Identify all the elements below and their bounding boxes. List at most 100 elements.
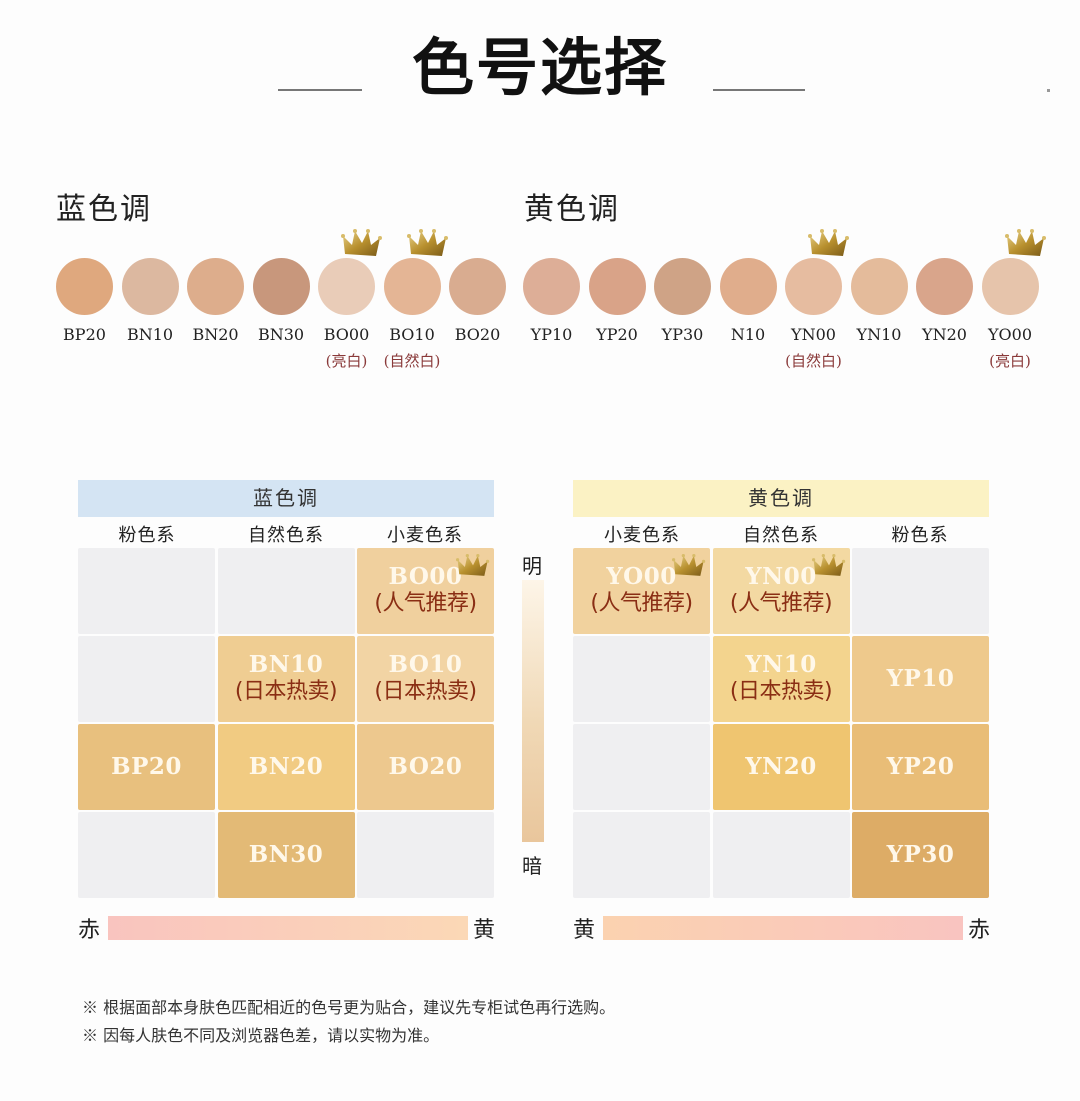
blue-undertone-axis: 赤 黄 [78,910,508,944]
shade-swatch[interactable]: BP20 [53,258,116,371]
shade-swatch[interactable]: YN10 [848,258,911,371]
shade-note: (亮白) [989,352,1031,370]
shade-color-circle [121,258,179,315]
crown-icon [456,552,490,582]
shade-cell[interactable]: BO00 (人气推荐) [357,548,494,634]
shade-code: BP20 [111,753,182,780]
crown-icon [341,228,383,262]
axis-label-left: 黄 [573,918,596,943]
shade-code: BN20 [248,753,324,780]
shade-note: (自然白) [383,352,441,370]
shade-swatch[interactable]: BN10 [119,258,182,371]
shade-code: BO10 [389,325,435,344]
shade-cell[interactable]: BN30 [217,812,355,898]
shade-color-circle [56,258,113,315]
crown-icon [406,228,449,262]
shade-swatch[interactable]: BO20 [446,258,509,371]
shade-code: YP10 [530,325,573,344]
shade-color-circle [588,258,646,315]
shade-swatch[interactable]: YO00 (亮白) [979,229,1046,371]
shade-cell[interactable]: YN20 [712,724,850,810]
empty-cell [573,812,710,898]
shade-code: YN20 [745,753,817,780]
shade-code: BO00 [388,563,463,590]
shade-swatch[interactable]: BO00 (亮白) [315,229,382,371]
empty-cell [357,812,494,898]
footnotes: ※ 根据面部本身肤色匹配相近的色号更为贴合，建议先专柜试色再行选购。 ※ 因每人… [82,994,615,1050]
shade-tag: (人气推荐) [374,591,477,616]
shade-swatch[interactable]: YP20 [586,258,649,371]
shade-code: YP20 [886,753,955,780]
shade-code: YP10 [886,665,955,692]
shade-tag: (日本热卖) [374,679,477,704]
shade-cell[interactable]: YN10 (日本热卖) [712,636,850,722]
shade-code: BO10 [388,651,463,678]
shade-cell[interactable]: YO00 (人气推荐) [573,548,710,634]
shade-note: (亮白) [325,352,368,370]
shade-color-circle [449,258,506,315]
shade-cell[interactable]: BP20 [78,724,215,810]
empty-cell [573,636,710,722]
brightness-label-light: 明 [522,554,542,578]
shade-code: BN20 [192,325,239,344]
yellow-tone-heading: 黄色调 [524,192,620,227]
shade-cell[interactable]: YP10 [852,636,989,722]
shade-color-circle [850,258,908,315]
empty-cell [573,724,710,810]
shade-cell[interactable]: BN10 (日本热卖) [217,636,355,722]
empty-cell [78,548,215,634]
axis-label-left: 赤 [78,918,101,943]
shade-swatch[interactable]: YN20 [913,258,976,371]
red-to-yellow-gradient-bar [108,916,468,940]
shade-code: YP30 [661,325,704,344]
empty-cell [78,812,215,898]
column-label: 自然色系 [743,525,819,546]
shade-code: BP20 [63,325,106,344]
shade-swatch[interactable]: BO10 (自然白) [381,229,448,371]
shade-tag: (日本热卖) [729,679,833,704]
shade-code: YN10 [856,325,902,344]
empty-cell [217,548,355,634]
shade-cell[interactable]: BO10 (日本热卖) [357,636,494,722]
column-label: 自然色系 [248,525,324,546]
shade-code: BN10 [248,651,324,678]
shade-color-circle [654,258,711,315]
shade-tag: (人气推荐) [729,591,833,616]
shade-code: YN10 [745,651,817,678]
shade-swatch[interactable]: N10 [717,258,780,371]
shade-code: YN00 [791,325,836,344]
shade-swatch[interactable]: YN00 (自然白) [782,229,849,371]
shade-code: YP20 [596,325,638,344]
shade-cell[interactable]: BN20 [217,724,355,810]
page-title: 色号选择 [411,31,668,104]
shade-code: YN00 [745,563,817,590]
shade-color-circle [785,258,842,315]
crown-icon [672,552,706,582]
empty-cell [78,636,215,722]
title-divider-left [278,89,362,91]
shade-cell[interactable]: BO20 [357,724,494,810]
shade-swatch[interactable]: BN30 [250,258,313,371]
empty-cell [852,548,989,634]
axis-label-right: 赤 [968,918,991,943]
shade-code: YN20 [922,325,967,344]
brightness-label-dark: 暗 [522,854,542,878]
shade-code: BO00 [323,325,370,344]
shade-cell[interactable]: YP20 [852,724,989,810]
shade-tag: (日本热卖) [234,679,338,704]
matrix-header: 黄色调 [573,480,989,517]
shade-cell[interactable]: YP30 [852,812,989,898]
shade-color-circle [383,258,441,315]
shade-swatch[interactable]: YP10 [520,258,583,371]
shade-swatch[interactable]: BN20 [184,258,247,371]
shade-color-circle [187,258,244,315]
column-label: 粉色系 [118,525,176,546]
shade-swatch[interactable]: YP30 [651,258,714,371]
crown-icon [808,228,850,262]
title-row: 色号选择 [0,28,1080,108]
shade-code: YO00 [987,325,1033,344]
shade-code: BN30 [248,841,324,868]
shade-cell[interactable]: YN00 (人气推荐) [712,548,850,634]
blue-tone-heading: 蓝色调 [56,192,152,227]
shade-color-circle [719,258,777,315]
